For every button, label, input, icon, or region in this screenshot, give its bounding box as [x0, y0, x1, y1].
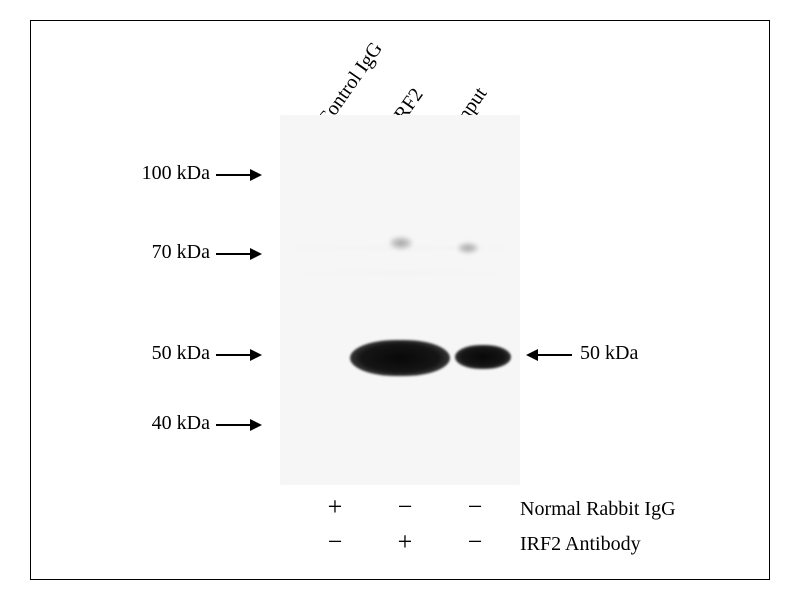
grid-cell: − [390, 492, 420, 522]
strong-band-input-lane [455, 345, 511, 369]
grid-cell: − [460, 492, 490, 522]
faint-band [458, 243, 478, 253]
legend-irf2-antibody: IRF2 Antibody [520, 533, 641, 556]
mw-label-100: 100 kDa [100, 162, 210, 185]
mw-label-70: 70 kDa [100, 241, 210, 264]
legend-normal-rabbit-igg: Normal Rabbit IgG [520, 498, 676, 521]
mw-arrow-50 [216, 354, 260, 356]
grid-cell: − [320, 527, 350, 557]
figure-root: WWW.PTGLAB.COM Control IgG IRF2 Input 10… [0, 0, 800, 600]
faint-band [390, 237, 412, 249]
detected-band-arrow [528, 354, 572, 356]
grid-cell: − [460, 527, 490, 557]
blot-area [280, 115, 520, 485]
strong-band-irf2-lane [350, 340, 450, 376]
grid-cell: + [390, 527, 420, 557]
mw-label-50: 50 kDa [100, 342, 210, 365]
mw-arrow-100 [216, 174, 260, 176]
detected-band-label: 50 kDa [580, 342, 690, 365]
grid-cell: + [320, 492, 350, 522]
mw-label-40: 40 kDa [100, 412, 210, 435]
mw-arrow-40 [216, 424, 260, 426]
mw-arrow-70 [216, 253, 260, 255]
blot-streak [280, 270, 520, 276]
